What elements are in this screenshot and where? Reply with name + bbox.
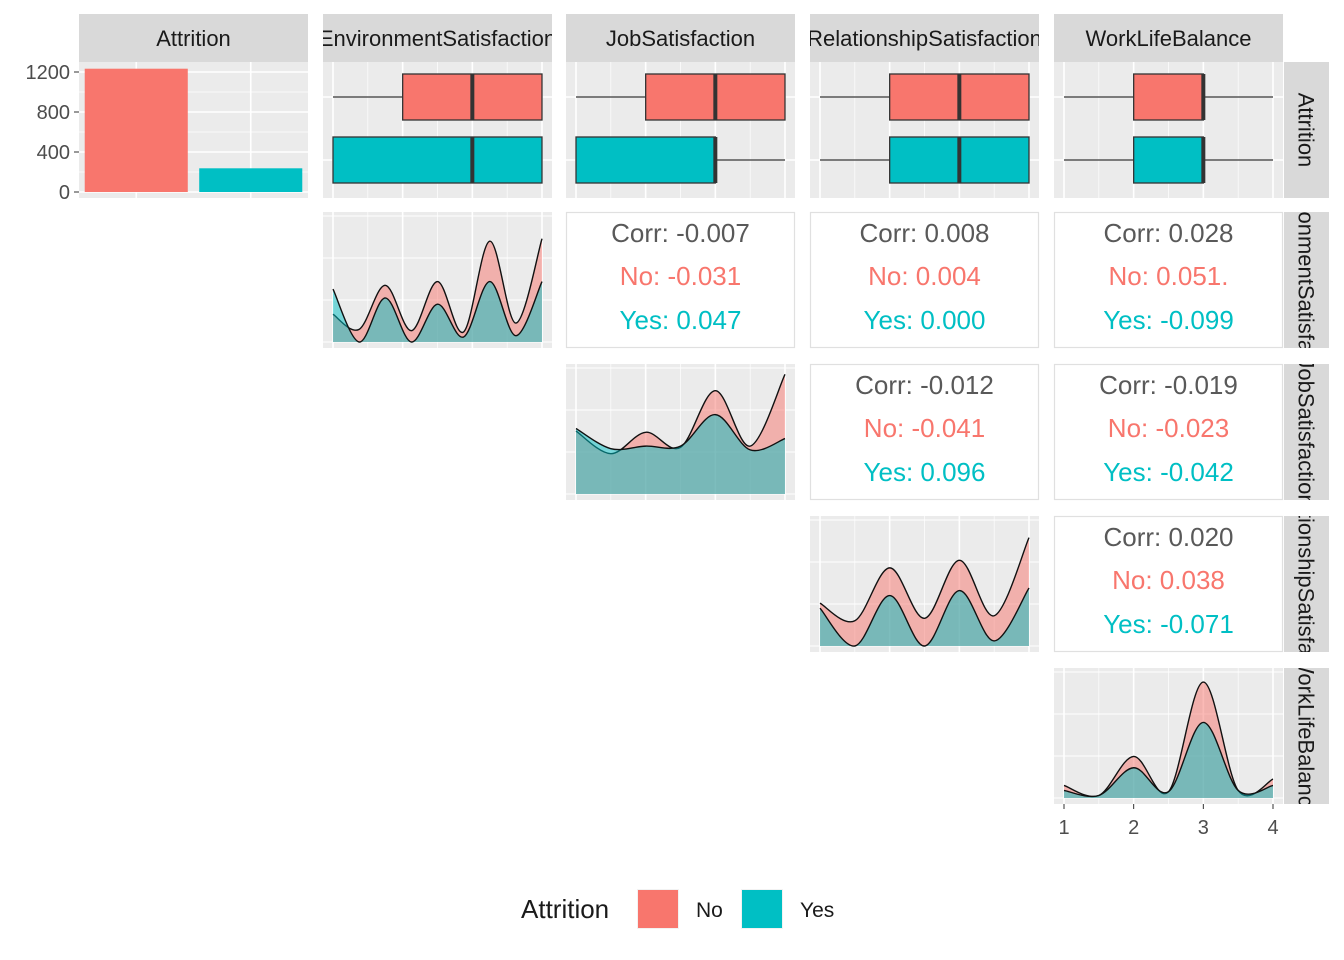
legend-title: Attrition: [521, 894, 609, 924]
density-line-no: [332, 238, 543, 333]
bar-no: [84, 68, 188, 192]
legend-key-yes: [742, 890, 782, 928]
corr-yes: Yes: -0.099: [1103, 305, 1234, 335]
corr-no: No: -0.023: [1108, 413, 1229, 443]
corr-overall: Corr: -0.012: [855, 370, 994, 400]
density-area-yes: [576, 414, 785, 494]
corr-panel: [565, 211, 796, 349]
legend-label-yes: Yes: [800, 899, 834, 922]
corr-overall: Corr: 0.028: [1103, 218, 1233, 248]
row-strip-label: EnvironmentSatisfaction: [1294, 161, 1319, 398]
corr-no: No: 0.051.: [1109, 261, 1229, 291]
col-strip-4: [1054, 14, 1283, 62]
density-line-yes: [575, 413, 786, 452]
x-tick-label: 1: [1058, 817, 1069, 839]
density-area-yes: [820, 588, 1029, 647]
col-strip-label: WorkLifeBalance: [1086, 26, 1252, 51]
box-yes: [575, 136, 716, 184]
row-strip-label: RelationshipSatisfaction: [1294, 467, 1319, 702]
corr-no: No: -0.031: [620, 261, 741, 291]
corr-panel: [1053, 515, 1284, 653]
x-tick-label: 4: [1267, 817, 1278, 839]
box-yes: [332, 136, 543, 184]
corr-panel: [809, 211, 1040, 349]
corr-no: No: 0.004: [868, 261, 981, 291]
density-area-yes: [1064, 722, 1273, 798]
row-strip-0: [1284, 62, 1329, 198]
col-strip-2: [566, 14, 795, 62]
row-strip-label: JobSatisfaction: [1294, 357, 1319, 506]
corr-overall: Corr: 0.020: [1103, 522, 1233, 552]
row-strip-label: WorkLifeBalance: [1294, 653, 1319, 819]
col-strip-label: Attrition: [156, 26, 231, 51]
corr-yes: Yes: -0.042: [1103, 457, 1234, 487]
corr-overall: Corr: -0.019: [1099, 370, 1238, 400]
col-strip-label: RelationshipSatisfaction: [807, 26, 1042, 51]
col-strip-label: JobSatisfaction: [606, 26, 755, 51]
legend-label-no: No: [696, 899, 723, 922]
corr-no: No: 0.038: [1112, 565, 1225, 595]
density-line-yes: [1063, 721, 1274, 798]
corr-yes: Yes: -0.071: [1103, 609, 1234, 639]
corr-overall: Corr: -0.007: [611, 218, 750, 248]
corr-panel: [1053, 363, 1284, 501]
y-tick-label: 1200: [26, 62, 71, 84]
x-tick-label: 2: [1128, 817, 1139, 839]
row-strip-3: [1284, 516, 1329, 652]
corr-overall: Corr: 0.008: [859, 218, 989, 248]
corr-yes: Yes: 0.000: [864, 305, 986, 335]
corr-no: No: -0.041: [864, 413, 985, 443]
row-strip-2: [1284, 364, 1329, 500]
col-strip-0: [79, 14, 308, 62]
density-line-yes: [332, 280, 543, 343]
density-line-no: [819, 537, 1030, 623]
row-strip-4: [1284, 668, 1329, 804]
legend-key-no: [638, 890, 678, 928]
corr-yes: Yes: 0.047: [620, 305, 742, 335]
density-line-yes: [819, 587, 1030, 647]
box-no: [1133, 73, 1204, 121]
x-tick-label: 3: [1198, 817, 1209, 839]
corr-panel: [809, 363, 1040, 501]
col-strip-3: [810, 14, 1039, 62]
bar-yes: [199, 168, 303, 192]
col-strip-1: [323, 14, 552, 62]
y-tick-label: 0: [59, 182, 70, 204]
row-strip-label: Attrition: [1294, 93, 1319, 168]
y-tick-label: 800: [37, 102, 70, 124]
density-area-yes: [333, 281, 542, 343]
corr-yes: Yes: 0.096: [864, 457, 986, 487]
y-tick-label: 400: [37, 142, 70, 164]
corr-panel: [1053, 211, 1284, 349]
col-strip-label: EnvironmentSatisfaction: [319, 26, 556, 51]
box-yes: [1133, 136, 1204, 184]
row-strip-1: [1284, 212, 1329, 348]
